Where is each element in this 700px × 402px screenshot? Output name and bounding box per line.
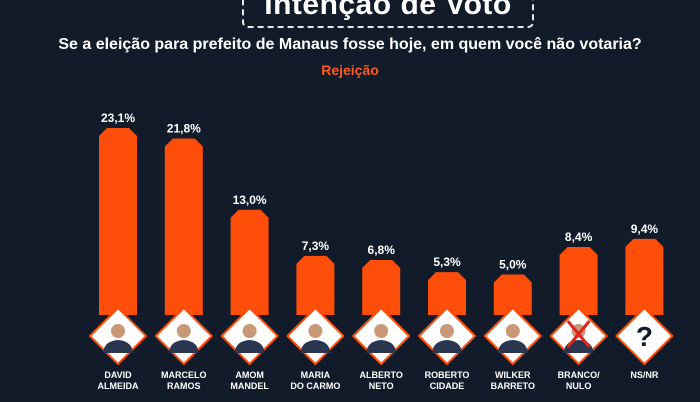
bar: [230, 209, 269, 315]
category-label: DO CARMO: [290, 381, 340, 391]
bar-value-label: 6,8%: [368, 243, 396, 257]
category-label: ALMEIDA: [98, 381, 139, 391]
bar-value-label: 8,4%: [565, 230, 593, 244]
category-label: NULO: [566, 381, 592, 391]
person-body: [432, 340, 462, 353]
category-label: MARIA: [301, 370, 331, 380]
title-box: Intenção de Voto: [242, 0, 534, 28]
bar: [559, 247, 598, 315]
person-body: [168, 340, 199, 353]
candidate-badge: [418, 307, 476, 365]
bar: [428, 272, 466, 315]
category-label: BARRETO: [491, 381, 535, 391]
person-photo-icon: [366, 324, 397, 353]
candidate-badge: [154, 307, 213, 365]
chart-subtitle: Rejeição: [321, 62, 379, 78]
person-body: [366, 340, 397, 353]
page-title: Intenção de Voto: [264, 0, 512, 21]
category-label: NS/NR: [630, 370, 659, 380]
person-head: [242, 324, 257, 338]
category-label: MARCELO: [161, 370, 207, 380]
person-head: [308, 324, 323, 338]
person-head: [505, 324, 520, 338]
candidate-badge: [483, 307, 542, 365]
bar-value-label: 21,8%: [167, 122, 201, 136]
category-label: NETO: [369, 381, 394, 391]
person-body: [103, 340, 133, 353]
person-body: [234, 340, 265, 353]
badge-diamond: [615, 307, 674, 365]
category-label: RAMOS: [167, 381, 201, 391]
category-label: MANDEL: [230, 381, 269, 391]
category-label: WILKER: [495, 370, 531, 380]
candidate-badge: [89, 307, 147, 365]
person-head: [440, 324, 454, 338]
category-label: CIDADE: [430, 381, 465, 391]
bar: [362, 259, 401, 315]
candidate-badge: ?: [615, 307, 674, 365]
person-photo-icon: [234, 324, 265, 353]
person-body: [497, 340, 528, 353]
person-photo-icon: [103, 324, 133, 353]
category-label: ROBERTO: [425, 370, 470, 380]
bar-value-label: 23,1%: [101, 111, 135, 125]
bar: [625, 238, 664, 315]
candidate-badge: [220, 307, 279, 365]
bar: [493, 274, 532, 315]
bar-value-label: 13,0%: [233, 193, 267, 207]
person-photo-icon: [300, 324, 331, 353]
person-photo-icon: [497, 324, 528, 353]
crossed-out-ballot-icon: [563, 320, 594, 353]
person-head: [176, 324, 191, 338]
candidate-badge: [549, 307, 608, 365]
category-label: BRANCO/: [558, 370, 600, 380]
person-head: [374, 324, 389, 338]
person-photo-icon: [432, 324, 462, 353]
cross-line: [567, 320, 591, 348]
category-label: ALBERTO: [360, 370, 403, 380]
survey-question: Se a eleição para prefeito de Manaus fos…: [58, 36, 642, 53]
person-head: [111, 324, 125, 338]
candidate-badge: [286, 307, 345, 365]
bar-value-label: 7,3%: [302, 239, 330, 253]
bar: [99, 128, 137, 315]
bar: [164, 138, 203, 315]
bar-value-label: 9,4%: [631, 222, 659, 236]
bar: [296, 255, 335, 315]
bar-value-label: 5,0%: [499, 258, 527, 272]
candidate-badge: [352, 307, 411, 365]
person-photo-icon: [168, 324, 199, 353]
person-body: [300, 340, 331, 353]
question-mark-icon: ?: [636, 321, 653, 352]
category-label: AMOM: [235, 370, 264, 380]
category-label: DAVID: [104, 370, 132, 380]
bar-value-label: 5,3%: [433, 255, 461, 269]
